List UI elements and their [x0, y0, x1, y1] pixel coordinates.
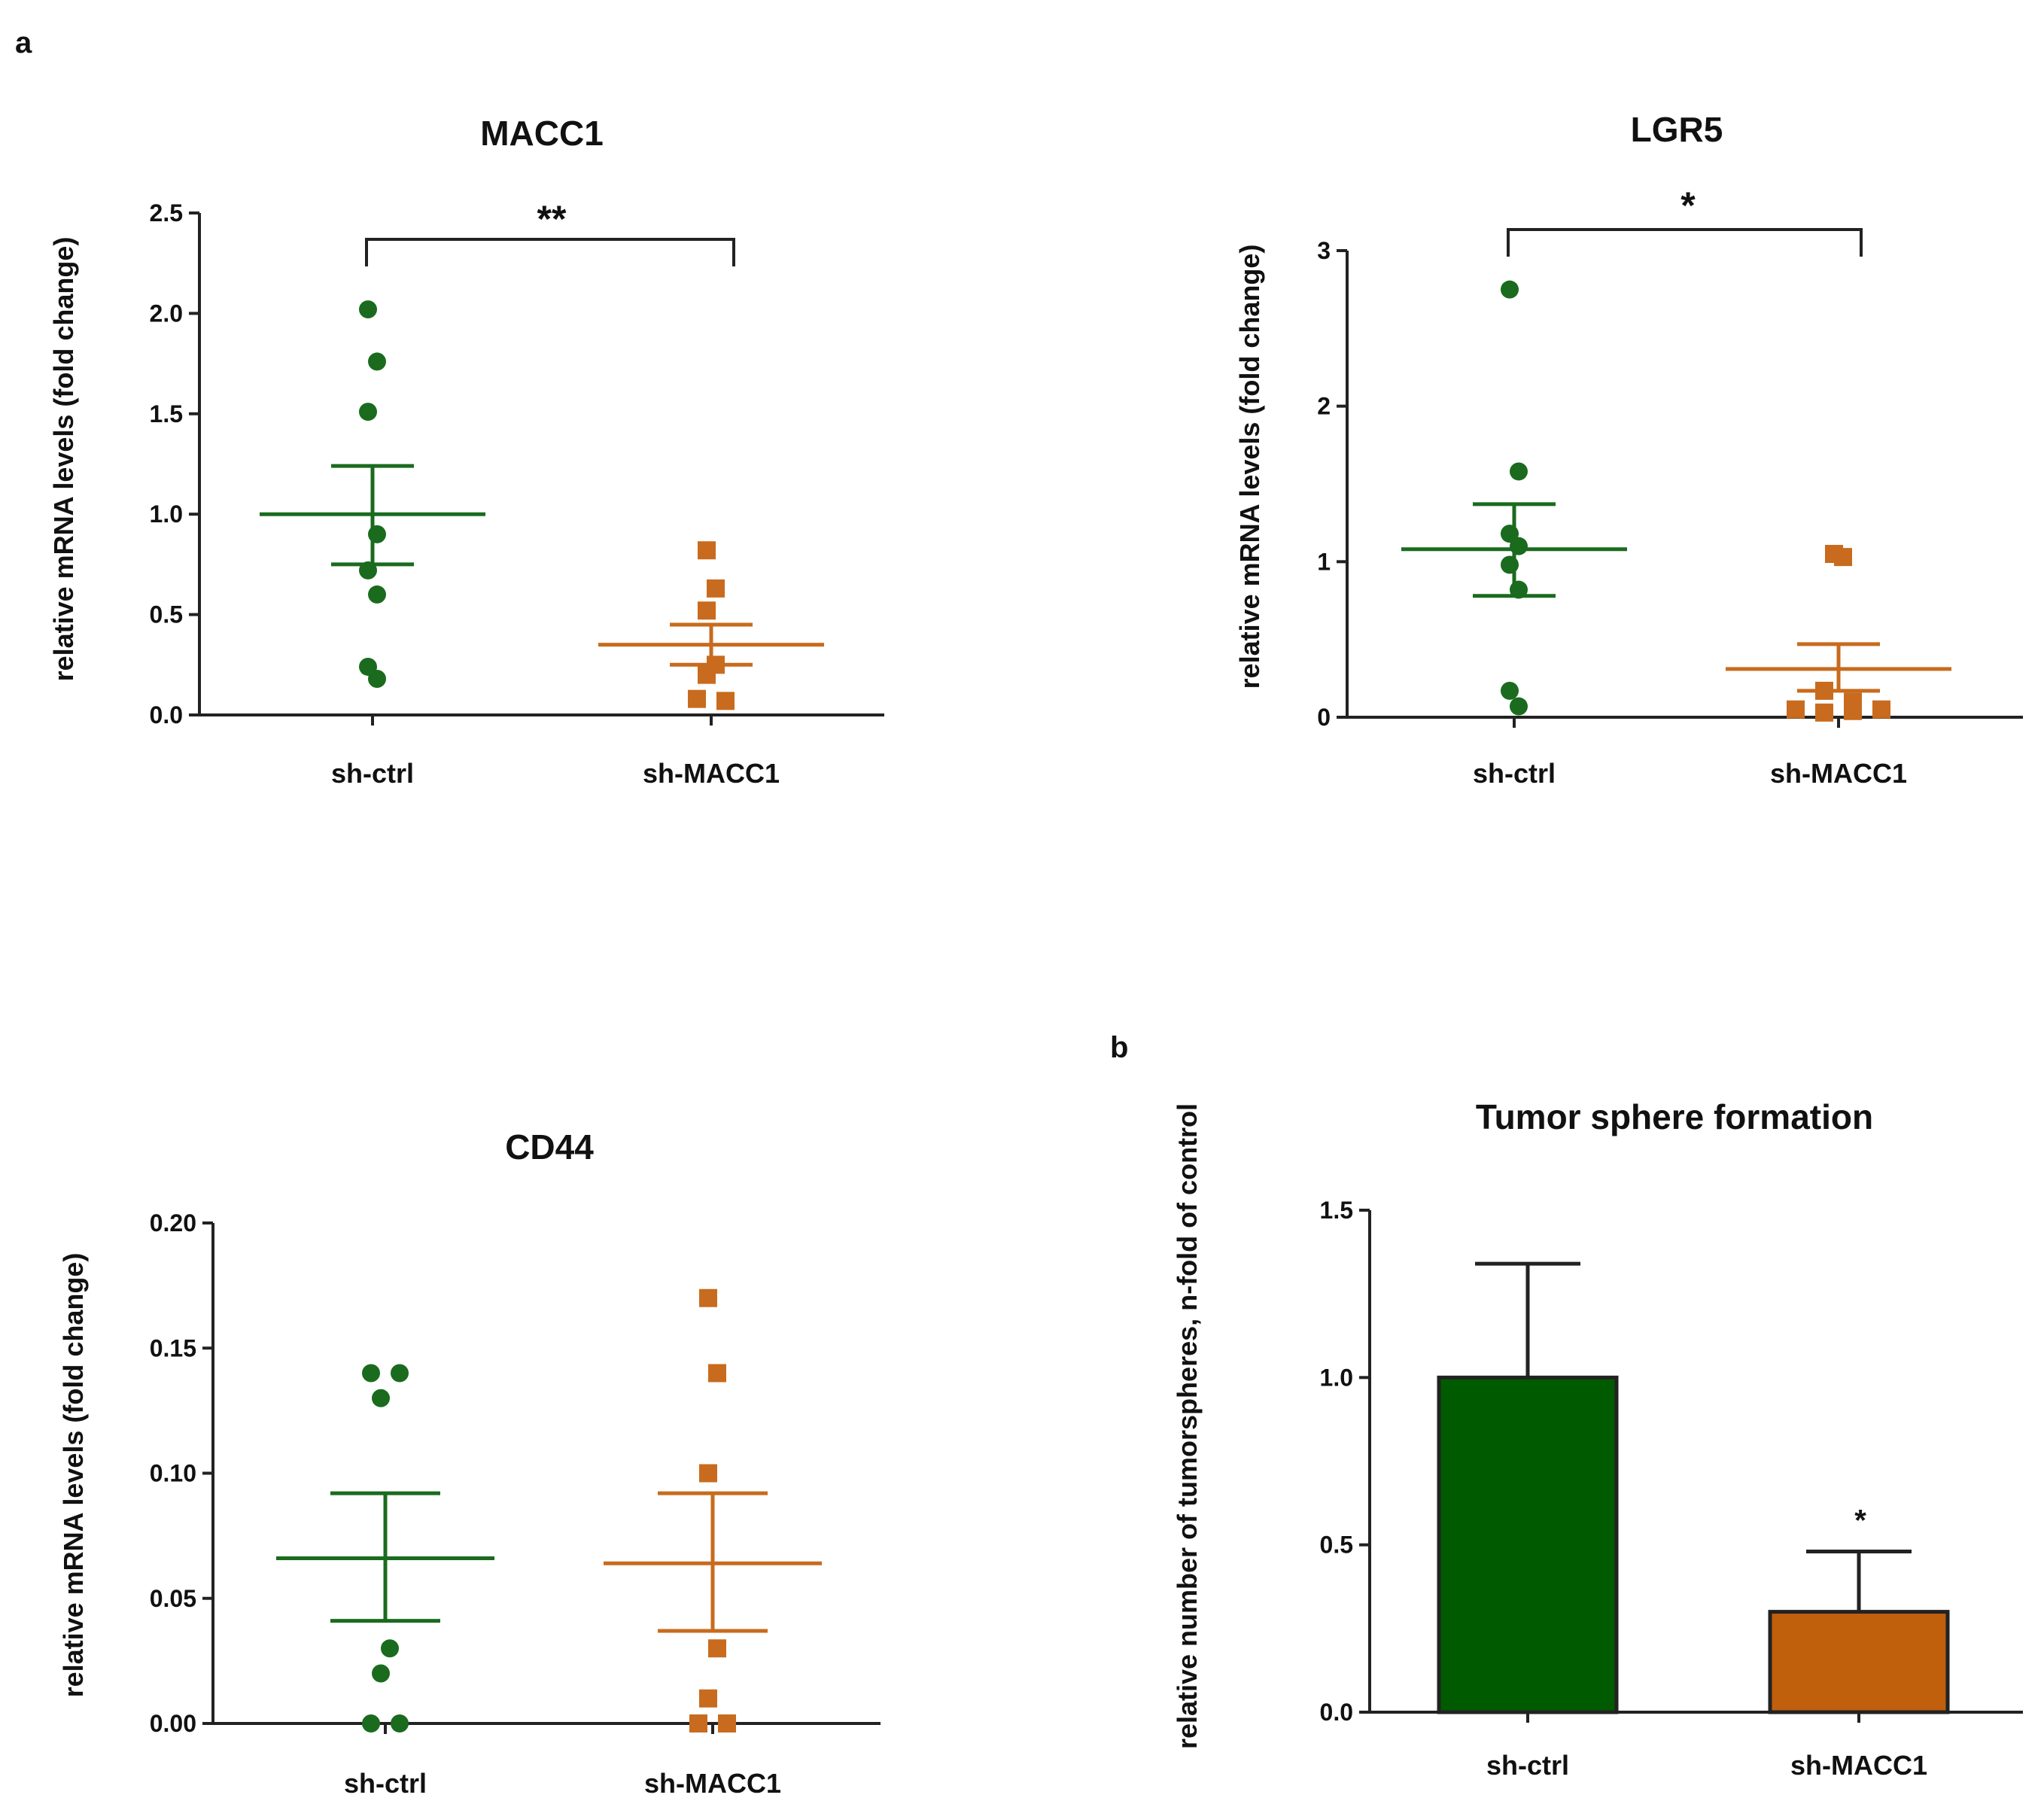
y-tick-label: 2.0 — [150, 300, 183, 327]
y-tick-label: 1 — [1317, 548, 1331, 575]
x-category-label: sh-ctrl — [1486, 1750, 1569, 1781]
data-point — [368, 669, 386, 688]
y-tick-label: 1.0 — [1320, 1364, 1353, 1391]
y-tick-label: 1.5 — [1320, 1197, 1353, 1224]
chart-tumor-sphere: Tumor sphere formation relative number o… — [1172, 1097, 2023, 1781]
data-point — [1815, 703, 1833, 722]
significance-label: ** — [537, 198, 567, 240]
data-point — [362, 1364, 380, 1383]
x-category-label: sh-MACC1 — [1770, 758, 1907, 789]
data-point — [698, 665, 716, 684]
chart-title: MACC1 — [480, 114, 604, 153]
y-tick-label: 0.5 — [1320, 1532, 1353, 1559]
chart-title: Tumor sphere formation — [1476, 1097, 1873, 1136]
data-point — [368, 585, 386, 604]
x-category-label: sh-ctrl — [344, 1768, 427, 1799]
bar — [1768, 1610, 1950, 1714]
data-point — [698, 541, 716, 560]
y-tick-label: 0 — [1317, 704, 1331, 731]
data-point — [716, 692, 735, 710]
data-point — [1787, 700, 1805, 719]
panel-label-a: a — [15, 26, 32, 59]
data-point — [362, 1714, 380, 1732]
y-tick-label: 0.05 — [150, 1585, 196, 1612]
y-tick-label: 1.0 — [150, 500, 183, 528]
chart-macc1: MACC1 relative mRNA levels (fold change)… — [48, 114, 884, 789]
y-axis-label-text: relative number of tumorspheres, n-fold … — [1172, 1103, 1203, 1749]
y-tick-label: 0.5 — [150, 601, 183, 628]
data-point — [372, 1389, 390, 1407]
data-point — [1510, 697, 1528, 716]
panel-label-b: b — [1110, 1031, 1128, 1064]
data-point — [698, 601, 716, 620]
y-axis-label: relative number of tumorspheres, n-fold … — [1172, 1103, 1203, 1749]
y-tick-label: 1.5 — [150, 400, 183, 427]
data-point — [391, 1364, 409, 1383]
y-tick-label: 0.0 — [1320, 1699, 1353, 1726]
x-category-label: sh-ctrl — [331, 758, 414, 789]
data-point — [707, 579, 725, 598]
data-point — [699, 1288, 717, 1307]
significance-label: * — [1854, 1504, 1866, 1538]
chart-title: CD44 — [505, 1127, 594, 1167]
data-point — [718, 1714, 736, 1732]
significance-bracket — [365, 238, 735, 266]
data-point — [699, 1689, 717, 1708]
data-point — [1844, 701, 1862, 720]
y-axis-label: relative mRNA levels (fold change) — [1234, 245, 1265, 689]
data-point — [1834, 548, 1852, 567]
data-point — [708, 1639, 726, 1658]
data-point — [381, 1639, 399, 1658]
y-tick-label: 0.20 — [150, 1209, 196, 1237]
data-point — [368, 352, 386, 371]
x-category-label: sh-ctrl — [1473, 758, 1556, 789]
y-tick-label: 2.5 — [150, 199, 183, 227]
chart-cd44: CD44 relative mRNA levels (fold change) … — [58, 1127, 881, 1799]
y-tick-label: 2 — [1317, 393, 1331, 420]
y-axis-label: relative mRNA levels (fold change) — [48, 237, 79, 682]
y-tick-label: 0.0 — [150, 701, 183, 729]
data-point — [372, 1664, 390, 1683]
data-point — [1501, 280, 1519, 299]
significance-label: * — [1681, 184, 1696, 227]
data-point — [359, 403, 377, 421]
data-point — [1872, 700, 1890, 719]
y-tick-label: 3 — [1317, 237, 1331, 264]
data-point — [699, 1464, 717, 1483]
data-point — [359, 300, 377, 319]
data-point — [391, 1714, 409, 1732]
x-category-label: sh-MACC1 — [643, 758, 780, 789]
data-point — [689, 1714, 707, 1732]
chart-lgr5: LGR5 relative mRNA levels (fold change) … — [1234, 110, 2023, 789]
y-tick-label: 0.00 — [150, 1710, 196, 1737]
x-category-label: sh-MACC1 — [644, 1768, 781, 1799]
x-category-label: sh-MACC1 — [1790, 1750, 1927, 1781]
y-tick-label: 0.10 — [150, 1460, 196, 1487]
data-point — [688, 689, 706, 708]
significance-bracket — [1507, 228, 1863, 257]
bar — [1437, 1375, 1619, 1714]
data-point — [1501, 681, 1519, 700]
chart-title: LGR5 — [1631, 110, 1723, 149]
data-point — [708, 1364, 726, 1383]
y-tick-label: 0.15 — [150, 1334, 196, 1361]
data-point — [1510, 462, 1528, 481]
y-axis-label: relative mRNA levels (fold change) — [58, 1253, 89, 1698]
